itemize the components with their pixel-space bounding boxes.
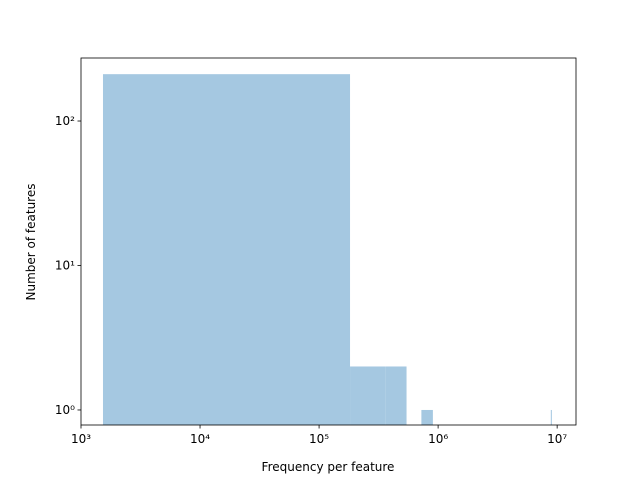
- axes-frame: [80, 57, 577, 426]
- x-tick-label: 10³: [71, 432, 91, 446]
- y-tick-label: 10⁰: [55, 403, 75, 417]
- x-tick-label: 10⁵: [309, 432, 329, 446]
- x-tick-label: 10⁴: [190, 432, 210, 446]
- bar: [385, 366, 407, 425]
- bar: [102, 74, 351, 425]
- bar: [550, 409, 552, 425]
- y-axis-label: Number of features: [24, 184, 38, 301]
- x-tick-label: 10⁶: [428, 432, 448, 446]
- y-tick-label: 10¹: [55, 258, 75, 272]
- bar: [350, 366, 386, 425]
- x-axis-label: Frequency per feature: [262, 460, 395, 474]
- x-tick-label: 10⁷: [547, 432, 567, 446]
- bar: [421, 409, 433, 425]
- y-tick-label: 10²: [55, 114, 75, 128]
